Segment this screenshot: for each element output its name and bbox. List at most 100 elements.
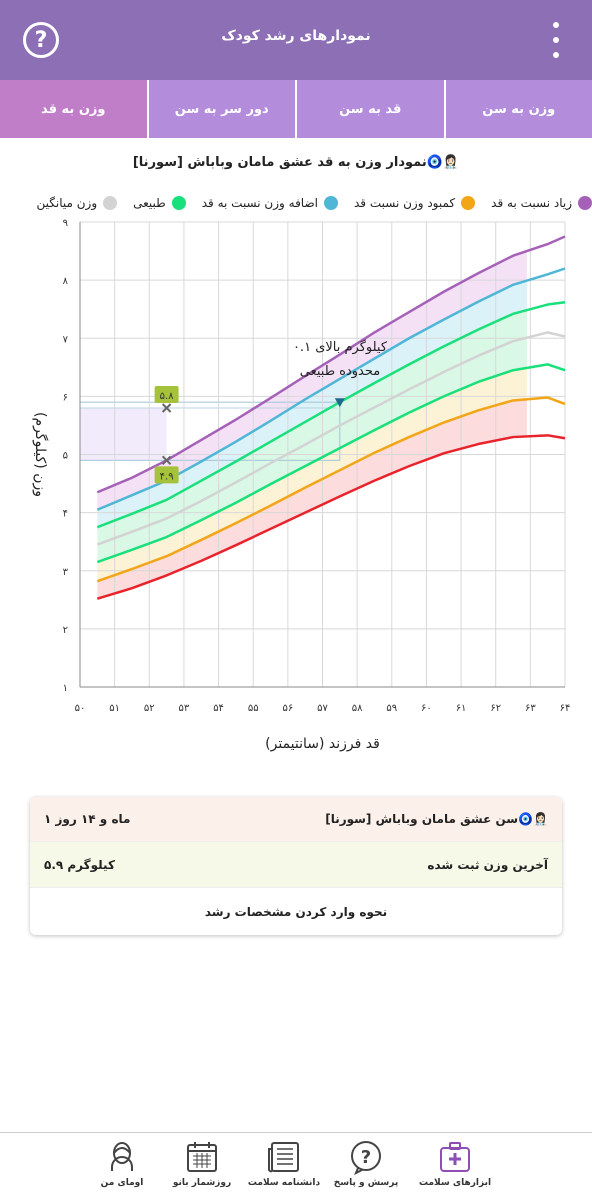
y-tick-label: ۸ (63, 276, 69, 287)
svg-text:?: ? (361, 1147, 371, 1168)
x-tick-label: ۵۶ (282, 703, 293, 714)
x-tick-label: ۵۳ (179, 703, 190, 714)
legend-label: طبیعی (133, 196, 166, 210)
nav-my-profile[interactable]: اومای من (82, 1139, 162, 1188)
x-tick-label: ۶۲ (490, 703, 501, 714)
x-tick-label: ۶۴ (560, 703, 571, 714)
question-mark-icon: ? (34, 27, 48, 53)
nav-label: روزشمار بانو (172, 1178, 232, 1188)
menu-dot (553, 37, 559, 43)
how-to-enter-growth-button[interactable]: نحوه وارد کردن مشخصات رشد (204, 904, 388, 919)
weight-point-label: ۴.۹ (160, 471, 174, 482)
age-value: ۱ ماه و ۱۴ روز (44, 812, 131, 826)
x-tick-label: ۶۰ (421, 703, 432, 714)
chart-lines (96, 235, 566, 600)
chart-band (97, 310, 527, 545)
nav-label: ابزارهای سلامت (418, 1178, 492, 1188)
percentile-curve (96, 434, 566, 600)
legend-dot (578, 196, 592, 210)
y-tick-label: ۲ (63, 625, 68, 636)
menu-dot (553, 52, 559, 58)
legend-dot (171, 196, 186, 210)
annotation-line-2: محدوده طبیعی (300, 364, 381, 379)
legend-item-very-high: زیاد نسبت به قد (491, 196, 592, 210)
chart-band (97, 280, 527, 528)
legend-item-underweight: کمبود وزن نسبت قد (354, 196, 476, 210)
legend-item-normal: طبیعی (133, 196, 186, 210)
question-bubble-icon: ? (351, 1141, 381, 1175)
legend-item-overweight: اضافه وزن نسبت به قد (202, 196, 338, 210)
tab-head-circumference-for-age[interactable]: دور سر به سن (146, 80, 296, 138)
percentile-curve (96, 396, 566, 583)
legend-dot (461, 196, 476, 210)
last-weight-row: آخرین وزن ثبت شده ۵.۹ کیلوگرم (30, 842, 562, 888)
x-tick-label: ۵۹ (386, 703, 397, 714)
weight-point-label: ۵.۸ (160, 391, 175, 402)
chart-bands (79, 251, 527, 599)
user-avatar-icon (111, 1142, 133, 1171)
weight-point-badge (154, 466, 179, 484)
page-title: نمودارهای رشد کودک (221, 28, 371, 44)
legend-label: اضافه وزن نسبت به قد (201, 196, 318, 210)
y-tick-label: ۳ (63, 567, 69, 578)
age-row: سن عشق مامان وباباش [سورنا]🧿👩🏻‍⚕️ ۱ ماه … (30, 797, 562, 842)
y-tick-label: ۱ (63, 683, 68, 694)
weight-range-highlight (80, 408, 167, 461)
newspaper-icon (268, 1142, 299, 1173)
medical-kit-icon (440, 1142, 470, 1172)
chart-grid (79, 221, 566, 688)
legend-label: کمبود وزن نسبت قد (354, 196, 456, 210)
nav-health-tools[interactable]: ابزارهای سلامت (415, 1139, 495, 1188)
child-info-card: سن عشق مامان وباباش [سورنا]🧿👩🏻‍⚕️ ۱ ماه … (30, 797, 562, 935)
weight-point-marker (161, 403, 172, 413)
tab-height-for-age[interactable]: قد به سن (295, 80, 444, 138)
chart-tabs: وزن به سن قد به سن دور سر به سن وزن به ق… (0, 80, 592, 138)
percentile-curve (96, 363, 566, 564)
chart-band (97, 337, 527, 563)
tab-weight-for-height[interactable]: وزن به قد (0, 80, 147, 138)
x-tick-label: ۵۴ (213, 703, 224, 714)
legend-item-average: وزن میانگین (36, 196, 118, 210)
last-weight-label: آخرین وزن ثبت شده (427, 857, 548, 872)
nav-questions-answers[interactable]: ? پرسش و پاسخ (326, 1139, 406, 1188)
x-axis-label: قد فرزند (سانتیمتر) (265, 736, 380, 752)
overflow-menu-button[interactable] (548, 22, 564, 58)
nav-label: پرسش و پاسخ (333, 1178, 399, 1188)
x-tick-label: ۵۷ (317, 703, 328, 714)
x-tick-label: ۵۲ (144, 703, 155, 714)
tab-weight-for-age[interactable]: وزن به سن (443, 80, 592, 138)
y-tick-label: ۵ (63, 451, 68, 462)
legend-dot (324, 196, 338, 210)
annotation-line-1: ۰.۱ کیلوگرم بالای (293, 339, 388, 355)
growth-chart[interactable]: ۵۰ ۵۱ ۵۲ ۵۳ ۵۴ ۵۵ ۵۶ ۵۷ ۵۸ ۵۹ ۶۰ ۶۱ ۶۲ ۶۳ ۶۴۱۲۳۴۵۶۷۸۹ … (0, 215, 592, 760)
chart-title: نمودار وزن به قد عشق مامان وباباش [سورنا… (132, 155, 460, 170)
bottom-navigation: ابزارهای سلامت ? پرسش و پاسخ دانشنامه سل… (0, 1132, 592, 1200)
percentile-curve (96, 235, 566, 494)
x-tick-label: ۶۱ (456, 703, 467, 714)
percentile-curve (96, 331, 566, 546)
chart-band (97, 399, 527, 599)
current-weight-marker (334, 398, 345, 408)
x-tick-label: ۶۳ (525, 703, 536, 714)
nav-lady-calendar[interactable]: روزشمار بانو (162, 1139, 242, 1188)
weight-point-marker (161, 455, 172, 466)
y-axis-label: وزن (کیلوگرم) (32, 412, 49, 497)
weight-point-badge (154, 386, 179, 403)
x-tick-label: ۵۵ (248, 703, 259, 714)
y-tick-label: ۷ (63, 334, 69, 345)
nav-label: اومای من (100, 1178, 144, 1188)
help-button[interactable]: ? (23, 22, 59, 58)
legend-label: زیاد نسبت به قد (491, 196, 572, 210)
age-label: سن عشق مامان وباباش [سورنا]🧿👩🏻‍⚕️ (325, 812, 548, 826)
y-tick-label: ۶ (63, 392, 68, 403)
calendar-icon (187, 1142, 217, 1172)
nav-health-encyclopedia[interactable]: دانشنامه سلامت (244, 1139, 324, 1188)
chart-legend: زیاد نسبت به قد کمبود وزن نسبت قد اضافه … (0, 192, 592, 214)
app-header: ? نمودارهای رشد کودک (0, 0, 592, 80)
x-tick-label: ۵۰ (75, 703, 86, 714)
legend-label: وزن میانگین (36, 196, 98, 210)
menu-dot (553, 22, 559, 28)
chart-band (97, 367, 527, 582)
chart-marks: ۵.۸ ۴.۹ ۰.۱ کیلوگرم بالای محدوده طبیعی (154, 339, 388, 484)
